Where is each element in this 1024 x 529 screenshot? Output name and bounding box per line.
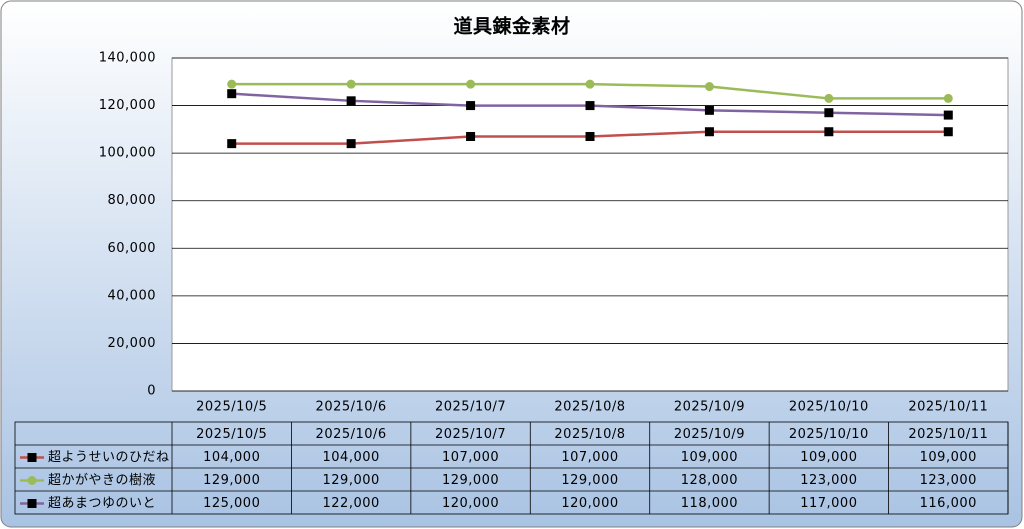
data-point — [943, 110, 953, 120]
y-tick-label: 100,000 — [99, 146, 156, 161]
table-value: 109,000 — [800, 450, 857, 465]
data-point — [346, 79, 356, 89]
table-header: 2025/10/9 — [674, 427, 745, 442]
table-header: 2025/10/7 — [435, 427, 506, 442]
data-point — [585, 79, 595, 89]
table-header: 2025/10/8 — [554, 427, 625, 442]
legend-marker — [27, 476, 37, 485]
y-tick-label: 60,000 — [108, 241, 157, 256]
table-header: 2025/10/10 — [789, 427, 869, 442]
data-point — [824, 127, 834, 137]
x-tick-label: 2025/10/6 — [316, 400, 387, 415]
data-point — [824, 108, 834, 118]
data-point — [585, 131, 595, 141]
data-point — [346, 139, 356, 149]
data-point — [466, 131, 476, 141]
data-point — [704, 127, 714, 137]
table-value: 107,000 — [561, 450, 618, 465]
table-value: 120,000 — [442, 496, 499, 511]
data-point — [227, 139, 237, 149]
table-value: 123,000 — [920, 473, 977, 488]
data-point — [704, 105, 714, 115]
table-header: 2025/10/6 — [316, 427, 387, 442]
table-value: 120,000 — [561, 496, 618, 511]
table-value: 107,000 — [442, 450, 499, 465]
data-point — [943, 127, 953, 137]
y-tick-label: 80,000 — [108, 193, 157, 208]
legend-label: 超あまつゆのいと — [48, 496, 156, 511]
table-value: 104,000 — [323, 450, 380, 465]
y-tick-label: 120,000 — [99, 98, 156, 113]
table-value: 122,000 — [323, 496, 380, 511]
table-value: 129,000 — [323, 473, 380, 488]
table-value: 129,000 — [203, 473, 260, 488]
x-tick-label: 2025/10/11 — [908, 400, 988, 415]
legend-marker — [27, 499, 37, 508]
data-point — [585, 101, 595, 111]
x-tick-label: 2025/10/5 — [196, 400, 267, 415]
x-tick-label: 2025/10/9 — [674, 400, 745, 415]
data-point — [466, 101, 476, 111]
data-point — [824, 93, 834, 103]
legend-label: 超かがやきの樹液 — [48, 473, 156, 488]
table-value: 117,000 — [800, 496, 857, 511]
table-value: 109,000 — [920, 450, 977, 465]
y-tick-label: 20,000 — [108, 336, 157, 351]
data-point — [704, 82, 714, 92]
table-value: 129,000 — [561, 473, 618, 488]
table-value: 104,000 — [203, 450, 260, 465]
x-tick-label: 2025/10/10 — [789, 400, 869, 415]
y-tick-label: 40,000 — [108, 288, 157, 303]
table-value: 129,000 — [442, 473, 499, 488]
table-value: 125,000 — [203, 496, 260, 511]
table-value: 116,000 — [920, 496, 977, 511]
table-value: 128,000 — [681, 473, 738, 488]
data-point — [466, 79, 476, 89]
table-value: 118,000 — [681, 496, 738, 511]
data-point — [346, 96, 356, 106]
data-point — [227, 89, 237, 99]
table-header: 2025/10/5 — [196, 427, 267, 442]
chart-title: 道具錬金素材 — [453, 15, 570, 38]
x-tick-label: 2025/10/7 — [435, 400, 506, 415]
legend-marker — [27, 453, 37, 462]
y-tick-label: 0 — [147, 384, 156, 399]
table-value: 123,000 — [800, 473, 857, 488]
legend-label: 超ようせいのひだね — [48, 450, 170, 465]
y-tick-label: 140,000 — [99, 51, 156, 66]
data-point — [227, 79, 237, 89]
table-value: 109,000 — [681, 450, 738, 465]
x-tick-label: 2025/10/8 — [554, 400, 625, 415]
table-header: 2025/10/11 — [908, 427, 988, 442]
data-point — [943, 93, 953, 103]
